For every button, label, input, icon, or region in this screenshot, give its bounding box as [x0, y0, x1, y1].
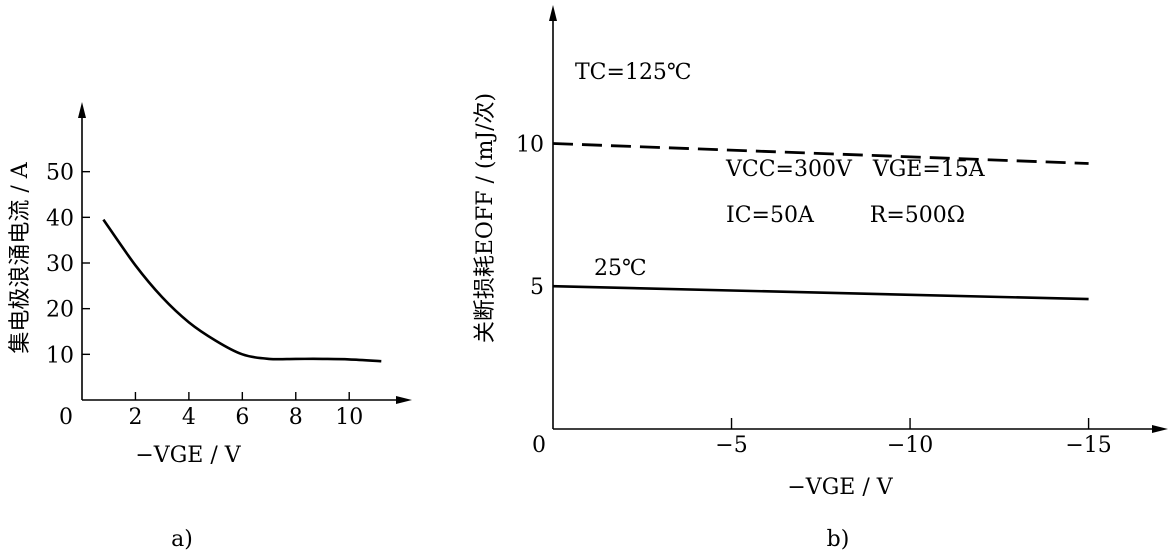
chart-b-x-tick-label: −5: [715, 433, 747, 458]
chart-b-y-axis-title: 关断损耗EOFF / (mJ/次): [473, 93, 498, 343]
chart-a-x-arrow-icon: [396, 396, 412, 404]
chart-a-x-tick-label: 10: [335, 405, 363, 430]
chart-b-x-tick-label: −10: [887, 433, 933, 458]
chart-b-x-arrow-icon: [1152, 425, 1168, 433]
chart-a-y-arrow-icon: [78, 102, 86, 118]
chart-b-condition-line-2: IC=50A R=500Ω: [726, 203, 965, 228]
chart-b-series-25c-line: [552, 284, 1089, 301]
chart-b-origin-label: 0: [532, 433, 546, 458]
chart-b-y-tick-label: 5: [530, 275, 544, 300]
chart-b-series-125c-label: TC=125℃: [575, 60, 692, 85]
chart-a-origin-label: 0: [59, 405, 73, 430]
chart-a-y-tick-label: 50: [46, 161, 74, 186]
chart-a-y-tick-label: 40: [46, 206, 74, 231]
chart-b: −5 −10 −15 5 10 0 TC=125℃ 25℃ VCC=300V VGE=…: [473, 5, 1168, 552]
chart-b-panel-label: b): [827, 527, 850, 552]
chart-a-panel-label: a): [171, 527, 193, 552]
chart-b-y-arrow-icon: [549, 5, 557, 21]
chart-a-x-tick-label: 4: [182, 405, 196, 430]
chart-a-x-axis-title: −VGE / V: [135, 443, 241, 468]
chart-a-x-tick-label: 6: [235, 405, 249, 430]
chart-a-y-axis-title: 集电极浪涌电流 / A: [8, 161, 33, 353]
chart-b-x-axis-title: −VGE / V: [787, 475, 893, 500]
chart-b-condition-line-1: VCC=300V VGE=15A: [725, 157, 986, 182]
chart-b-y-tick-label: 10: [516, 132, 544, 157]
chart-a: 2 4 6 8 10 10 20 30 40 50 0 集电极浪涌电流 / A −VGE / V…: [8, 102, 412, 552]
chart-b-series-125c-line: [552, 142, 1089, 165]
chart-b-series-25c-label: 25℃: [594, 256, 647, 281]
chart-a-y-tick-label: 30: [46, 252, 74, 277]
chart-b-x-tick-label: −15: [1065, 433, 1111, 458]
chart-a-x-tick-label: 8: [289, 405, 303, 430]
chart-a-y-tick-label: 10: [46, 343, 74, 368]
chart-a-x-tick-label: 2: [128, 405, 142, 430]
chart-a-y-tick-label: 20: [46, 298, 74, 323]
chart-a-series-line: [102, 218, 382, 363]
